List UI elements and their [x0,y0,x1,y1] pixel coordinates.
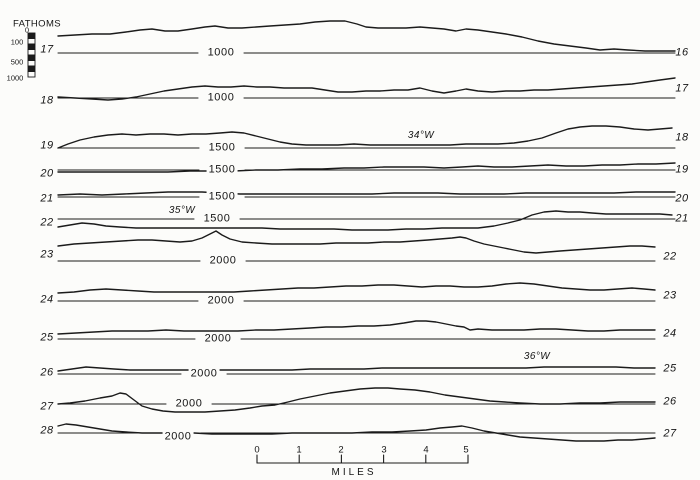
longitude-annotation: 34°W [407,130,435,141]
seafloor-profile-trace [57,423,656,442]
profile-left-number: 17 [40,43,54,56]
profile-left-number: 27 [40,400,54,413]
depth-contour-label: 1500 [206,190,238,203]
depth-contour-label: 1500 [206,163,238,176]
depth-contour-label: 2000 [202,332,234,345]
profile-left-number: 20 [40,167,54,180]
profile-right-number: 19 [675,163,689,176]
miles-scale-tick-label: 2 [338,444,344,456]
profile-left-number: 19 [40,139,54,152]
miles-scale-title: MILES [331,467,377,478]
profile-right-number: 25 [663,362,677,375]
fathoms-scale-tick-label: 0 [24,25,30,35]
profile-left-number: 25 [40,331,54,344]
profile-left-number: 28 [40,424,54,437]
fathoms-scale-bar-segment [27,49,36,56]
profile-right-number: 21 [675,212,689,225]
seafloor-profile-trace [57,366,656,372]
depth-contour-label: 1000 [205,91,237,104]
seafloor-profile-trace [57,125,673,149]
miles-scale-tick-label: 4 [423,444,429,456]
seafloor-profile-trace [57,210,673,231]
profile-left-number: 21 [40,192,54,205]
seafloor-profile-trace [57,387,656,413]
fathoms-scale-tick-label: 100 [10,37,24,47]
profile-right-number: 24 [663,327,677,340]
fathoms-scale-bar-segment [27,60,36,67]
fathoms-scale-bar-segment [27,38,36,45]
seafloor-profile-trace [57,230,656,254]
profile-left-number: 23 [40,248,54,261]
fathoms-scale-bar-segment [27,43,36,50]
profile-right-number: 27 [663,427,677,440]
miles-scale-tick-label: 5 [463,444,469,456]
profile-left-number: 24 [40,293,54,306]
fathoms-scale-title: FATHOMS [12,18,62,30]
fathoms-scale-tick-label: 500 [10,57,24,67]
fathoms-scale-bar-segment [27,32,36,39]
depth-contour-label: 2000 [205,294,237,307]
longitude-annotation: 36°W [523,351,551,362]
miles-scale-tick-label: 3 [381,444,387,456]
profile-left-number: 18 [40,94,54,107]
miles-scale-tick-label: 1 [296,444,302,456]
profile-left-number: 22 [40,216,54,229]
fathoms-scale-bar-segment [27,71,36,78]
seafloor-profile-trace [57,162,676,173]
seafloor-profile-trace [57,20,676,52]
fathoms-scale-bar-segment [27,54,36,61]
depth-contour-label: 1500 [201,212,233,225]
depth-contour-label: 2000 [207,254,239,267]
depth-contour-label: 2000 [188,367,220,380]
depth-contour-label: 1000 [205,46,237,59]
profile-right-number: 20 [675,192,689,205]
depth-contour-label: 1500 [206,141,238,154]
depth-contour-label: 2000 [162,430,194,443]
depth-contour-label: 2000 [173,397,205,410]
seafloor-profile-trace [57,282,656,294]
profile-right-number: 22 [663,250,677,263]
seafloor-profile-trace [57,77,676,101]
profile-right-number: 18 [675,131,689,144]
longitude-annotation: 35°W [168,205,196,216]
miles-scale-tick-label: 0 [254,444,260,456]
fathoms-scale-bar-segment [27,65,36,72]
profile-right-number: 23 [663,289,677,302]
profile-right-number: 17 [675,82,689,95]
profile-right-number: 16 [675,46,689,59]
fathoms-scale-tick-label: 1000 [6,73,24,83]
seafloor-profile-trace [57,320,656,335]
profile-right-number: 26 [663,395,677,408]
seafloor-profile-trace [57,191,676,196]
profile-left-number: 26 [40,366,54,379]
